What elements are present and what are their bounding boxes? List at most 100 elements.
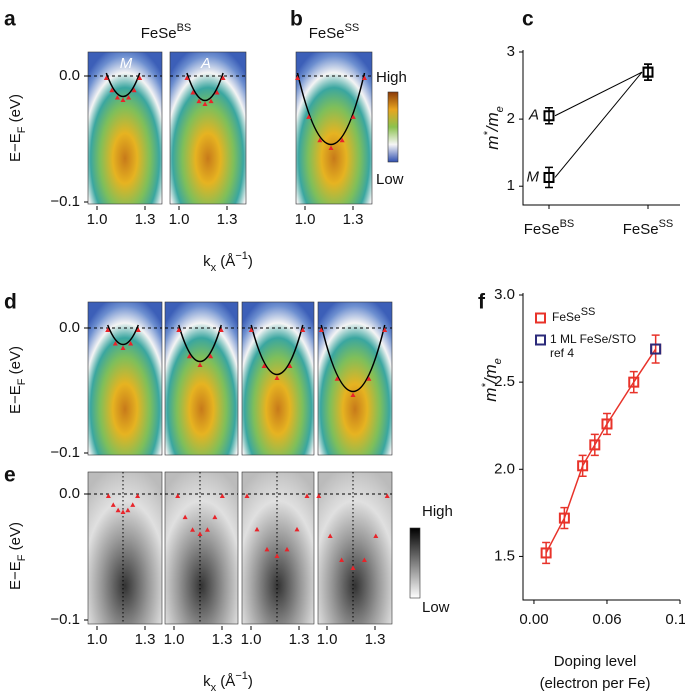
dispersion-fit <box>296 72 366 145</box>
fit-point <box>105 493 111 498</box>
error-bar <box>629 370 638 394</box>
fit-point <box>220 75 226 80</box>
x-axis-label-part: −1 <box>235 670 248 682</box>
fit-point <box>219 493 225 498</box>
fit-point <box>295 75 300 80</box>
y-axis-label-part: (eV) <box>7 346 24 379</box>
data-point <box>601 418 613 430</box>
y-axis-label-part: /m <box>481 364 500 384</box>
panel-label: c <box>522 8 534 31</box>
fit-point <box>306 114 312 119</box>
arpes-image <box>164 301 239 456</box>
axes <box>522 50 680 206</box>
fit-point <box>208 98 214 104</box>
fit-point <box>184 75 190 80</box>
data-point <box>589 439 601 451</box>
fit-point <box>350 114 356 119</box>
fit-point <box>373 533 379 538</box>
fit-point <box>120 345 126 350</box>
x-axis-label: kx (Å−1) <box>203 670 253 694</box>
y-tick-label: 3.0 <box>494 286 515 303</box>
fit-point <box>218 327 224 332</box>
y-tick-label: −0.1 <box>50 193 80 210</box>
fit-point <box>197 531 203 536</box>
fit-point <box>190 527 196 532</box>
legend-swatch <box>535 312 546 324</box>
error-bar <box>602 412 611 436</box>
panel-label: e <box>4 464 16 487</box>
fit-point <box>304 493 310 498</box>
fit-point <box>120 97 126 102</box>
fit-point <box>105 327 111 332</box>
y-axis-label-part: (eV) <box>7 522 24 555</box>
x-axis-label: (electron per Fe) <box>540 675 651 692</box>
series-line <box>554 71 643 178</box>
panel-title-part: SS <box>345 22 360 34</box>
fit-point <box>294 526 300 532</box>
x-tick-label: 0.06 <box>592 611 621 628</box>
x-axis-label-part: (Å <box>216 253 235 270</box>
y-axis-label-part: E−E <box>7 561 24 590</box>
x-axis-label-part: ) <box>248 253 253 270</box>
data-point <box>543 171 555 183</box>
fit-point <box>366 376 372 381</box>
y-axis-label-part: * <box>482 131 494 136</box>
fit-point <box>186 353 192 359</box>
fit-point <box>361 557 367 562</box>
fit-point <box>248 327 254 332</box>
fit-point <box>339 557 345 562</box>
y-tick-label: 0.0 <box>59 319 80 336</box>
fit-point <box>135 493 141 498</box>
y-axis-label-part: F <box>16 126 28 133</box>
x-axis-label-part: k <box>203 673 211 690</box>
fit-point <box>287 363 293 368</box>
x-tick-label: 1.3 <box>217 211 238 228</box>
y-tick-label: −0.1 <box>50 444 80 461</box>
arpes-image <box>169 51 247 205</box>
y-tick-label: 2.5 <box>494 373 515 390</box>
fit-point <box>190 89 196 95</box>
x-axis-label-part: k <box>203 253 211 270</box>
fit-point <box>264 546 270 552</box>
fit-point <box>125 507 131 513</box>
fit-point <box>244 493 250 498</box>
fit-point <box>318 327 324 332</box>
colorbar-label: High <box>422 503 453 520</box>
error-bar <box>545 106 553 125</box>
fit-point <box>284 546 290 552</box>
error-bar <box>542 541 551 565</box>
x-axis-label-part: ) <box>248 673 253 690</box>
panel-title: FeSeBS <box>141 22 192 42</box>
y-tick-label: −0.1 <box>50 611 80 628</box>
panel-title-part: FeSe <box>141 25 177 42</box>
fit-point <box>135 327 141 332</box>
colorbar <box>387 91 399 163</box>
data-point <box>540 547 552 559</box>
fit-point <box>254 526 260 532</box>
data-point <box>543 110 555 122</box>
x-axis-label-part: x <box>211 262 217 274</box>
fit-point <box>110 502 116 507</box>
y-tick-label: 1.5 <box>494 547 515 564</box>
x-axis-label: Doping level <box>554 653 637 670</box>
y-axis-label-part: /m <box>483 112 502 132</box>
x-axis-label-part: x <box>211 682 217 694</box>
dispersion-fit <box>105 72 141 97</box>
y-tick-label: 0.0 <box>59 485 80 502</box>
colorbar-label: Low <box>376 171 404 188</box>
fit-point <box>327 533 333 538</box>
arpes-image <box>164 471 239 625</box>
y-axis-label-part: E−E <box>7 385 24 414</box>
y-axis-label-part: (eV) <box>7 94 24 127</box>
fit-point <box>362 75 367 80</box>
data-point <box>577 460 589 472</box>
fit-point <box>120 509 126 514</box>
y-axis-label-part: m <box>483 136 502 150</box>
x-tick-label-part: BS <box>560 218 575 230</box>
x-tick-label: 1.3 <box>343 211 364 228</box>
arpes-image <box>87 51 163 205</box>
panel-title-part: BS <box>177 22 192 34</box>
y-axis-label: m*/me <box>480 358 504 401</box>
y-axis-label-part: F <box>16 378 28 385</box>
fit-point <box>350 392 356 397</box>
